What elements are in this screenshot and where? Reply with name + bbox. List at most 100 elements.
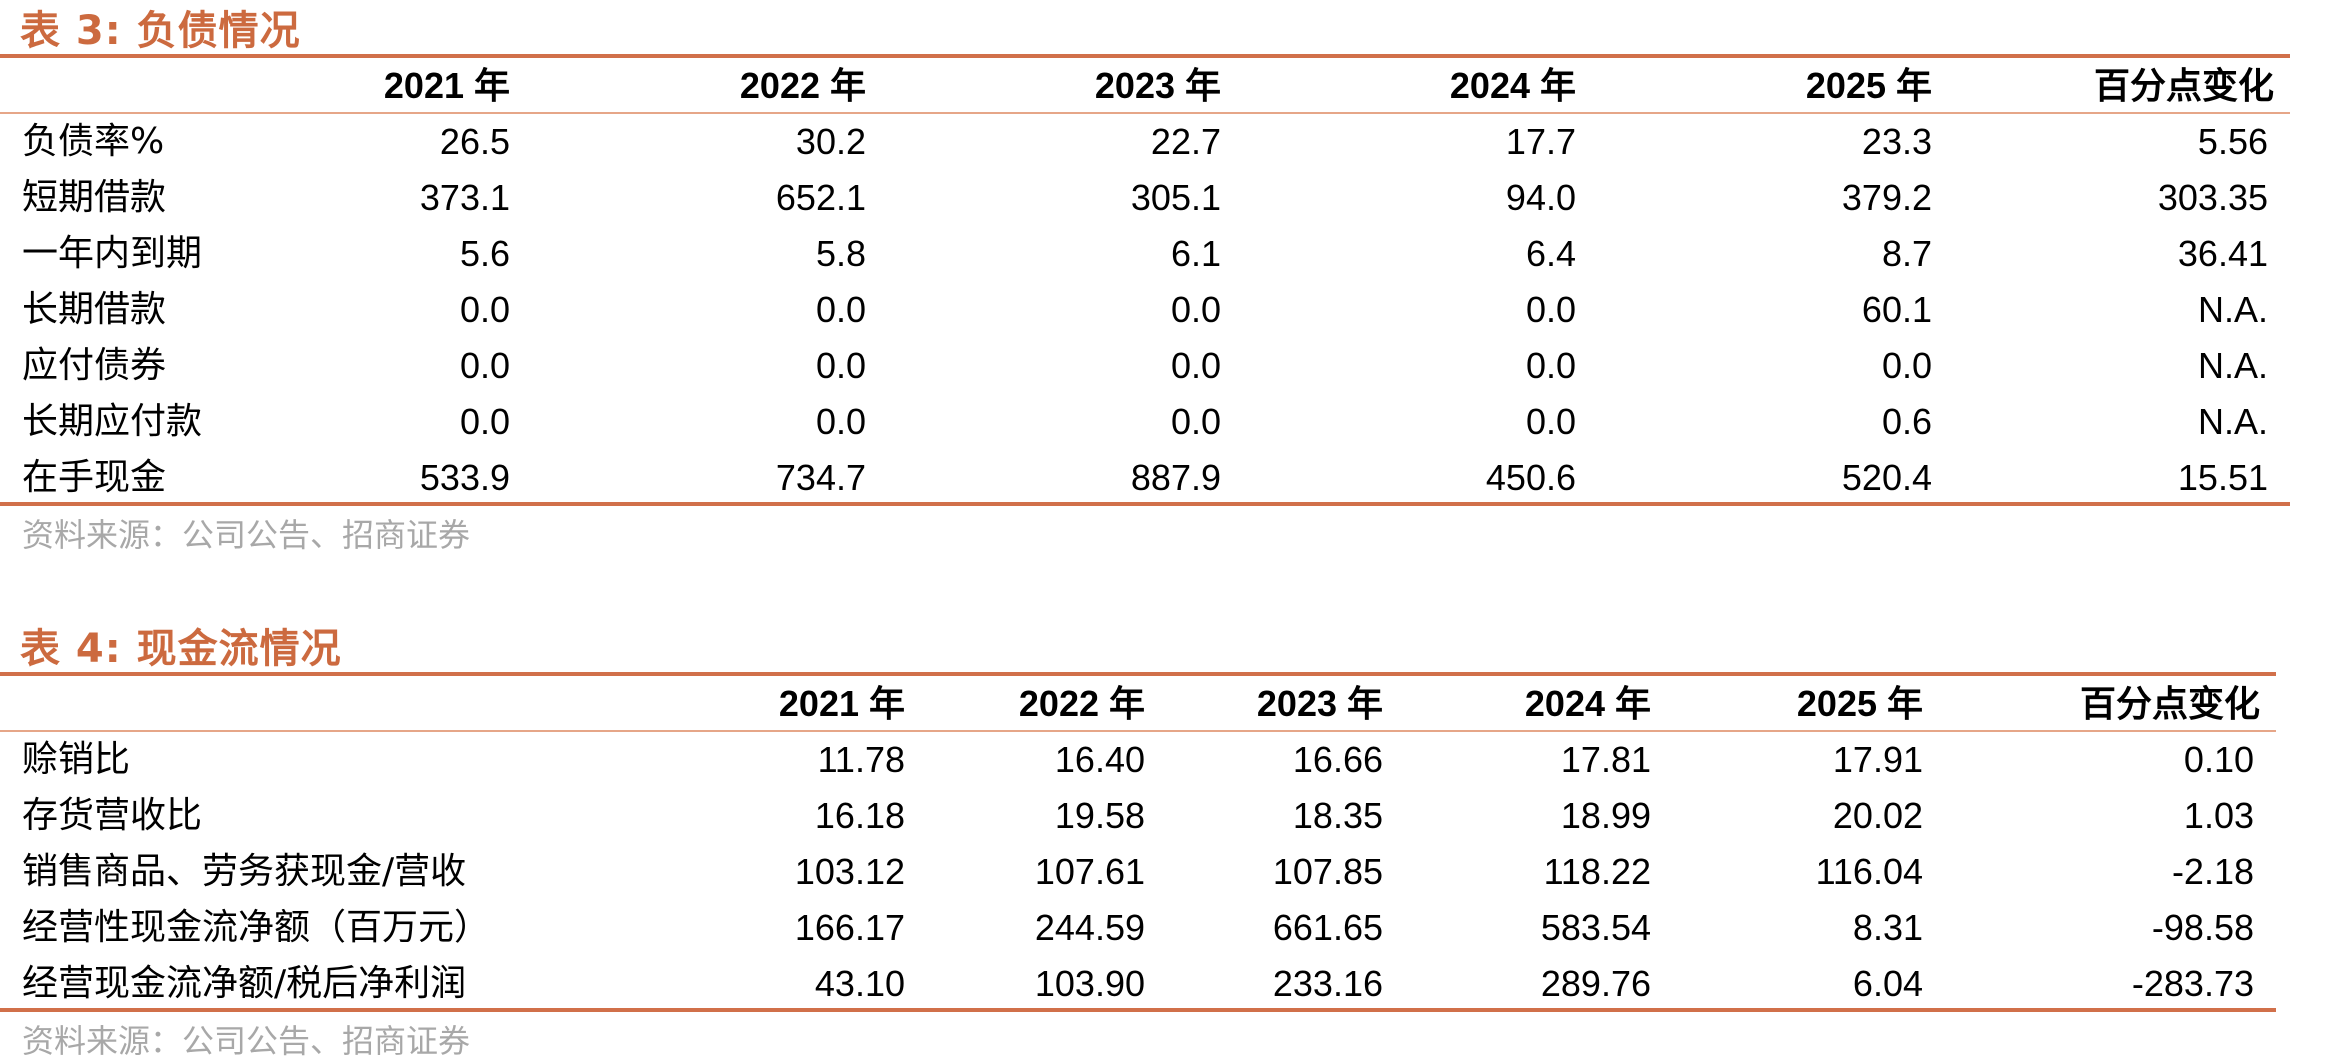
table-cell: 0.0 — [459, 401, 510, 442]
table-cell: 17.91 — [1832, 739, 1923, 780]
table-cell: 22.7 — [1150, 121, 1221, 162]
table-cell: 0.0 — [1170, 289, 1221, 330]
table-cell: 450.6 — [1485, 457, 1576, 498]
table-cell: 244.59 — [1034, 907, 1145, 948]
table-cell: 0.0 — [815, 289, 866, 330]
table4-title: 表 4: 现金流情况 — [20, 626, 342, 672]
table4-header-2022: 2022 年 — [1018, 683, 1145, 724]
table-cell: 36.41 — [2177, 233, 2268, 274]
table-cell: 289.76 — [1540, 963, 1651, 1004]
table-row: 经营性现金流净额（百万元） 166.17 244.59 661.65 583.54 8.3… — [0, 900, 2276, 956]
table-cell: 6.04 — [1852, 963, 1923, 1004]
table-cell: 8.31 — [1852, 907, 1923, 948]
table-row: 赊销比 11.78 16.40 16.66 17.81 17.91 0.10 — [0, 732, 2276, 788]
row-label: 销售商品、劳务获现金/营收 — [22, 851, 467, 892]
table4-bottom-rule — [0, 1008, 2276, 1012]
row-label: 经营性现金流净额（百万元） — [22, 907, 491, 948]
table-row: 一年内到期 5.6 5.8 6.1 6.4 8.7 36.41 — [0, 226, 2290, 282]
table4-header-2025: 2025 年 — [1796, 683, 1923, 724]
table3-header-rule — [0, 112, 2290, 114]
table-cell: 1.03 — [2183, 795, 2254, 836]
table-cell: -2.18 — [2171, 851, 2254, 892]
table-cell: 0.0 — [1170, 401, 1221, 442]
table-cell: 0.0 — [459, 289, 510, 330]
table-cell: 0.10 — [2183, 739, 2254, 780]
table-cell: 30.2 — [795, 121, 866, 162]
table4-header-row: 2021 年 2022 年 2023 年 2024 年 2025 年 百分点变化 — [0, 676, 2276, 732]
table4-header-rule — [0, 730, 2276, 732]
table-cell: 233.16 — [1272, 963, 1383, 1004]
table-cell: N.A. — [2197, 289, 2268, 330]
table-cell: 652.1 — [775, 177, 866, 218]
table-cell: 0.0 — [815, 345, 866, 386]
table3-source: 资料来源：公司公告、招商证券 — [22, 516, 471, 554]
table3-title: 表 3: 负债情况 — [20, 8, 301, 54]
table4-header-2021: 2021 年 — [778, 683, 905, 724]
table-cell: 0.0 — [1170, 345, 1221, 386]
table4-header-2023: 2023 年 — [1256, 683, 1383, 724]
table4-header-label — [0, 676, 560, 732]
row-label: 长期借款 — [22, 289, 167, 330]
table-cell: 8.7 — [1881, 233, 1932, 274]
table-row: 存货营收比 16.18 19.58 18.35 18.99 20.02 1.03 — [0, 788, 2276, 844]
row-label: 存货营收比 — [22, 795, 203, 836]
table-row: 应付债券 0.0 0.0 0.0 0.0 0.0 N.A. — [0, 338, 2290, 394]
table-cell: 19.58 — [1054, 795, 1145, 836]
table-cell: 26.5 — [439, 121, 510, 162]
table3-header-2022: 2022 年 — [739, 65, 866, 106]
table-cell: 107.85 — [1272, 851, 1383, 892]
table-cell: 6.4 — [1525, 233, 1576, 274]
table-cell: 734.7 — [775, 457, 866, 498]
table-cell: 5.56 — [2197, 121, 2268, 162]
table-cell: 887.9 — [1130, 457, 1221, 498]
table-cell: 43.10 — [814, 963, 905, 1004]
table-row: 长期借款 0.0 0.0 0.0 0.0 60.1 N.A. — [0, 282, 2290, 338]
table-cell: 0.0 — [1525, 401, 1576, 442]
table-cell: 107.61 — [1034, 851, 1145, 892]
table4: 2021 年 2022 年 2023 年 2024 年 2025 年 百分点变化… — [0, 676, 2276, 1012]
table3-header-2025: 2025 年 — [1805, 65, 1932, 106]
table3: 2021 年 2022 年 2023 年 2024 年 2025 年 百分点变化… — [0, 58, 2290, 506]
table3-header-label — [0, 58, 150, 114]
table-cell: 0.0 — [1525, 345, 1576, 386]
table4-top-rule — [0, 672, 2276, 676]
table4-header-change: 百分点变化 — [2079, 683, 2260, 724]
row-label: 经营现金流净额/税后净利润 — [22, 963, 467, 1004]
table-cell: 118.22 — [1543, 851, 1651, 892]
table-cell: 0.0 — [459, 345, 510, 386]
table-cell: 0.0 — [815, 401, 866, 442]
table-row: 销售商品、劳务获现金/营收 103.12 107.61 107.85 118.22 116… — [0, 844, 2276, 900]
table-cell: 116.04 — [1815, 851, 1923, 892]
table-cell: 5.8 — [815, 233, 866, 274]
table-cell: 0.6 — [1881, 401, 1932, 442]
table-cell: 103.90 — [1034, 963, 1145, 1004]
row-label: 在手现金 — [22, 457, 167, 498]
table-cell: 20.02 — [1832, 795, 1923, 836]
table-cell: 15.51 — [2177, 457, 2268, 498]
table-cell: 166.17 — [794, 907, 905, 948]
table-cell: N.A. — [2197, 345, 2268, 386]
row-label: 应付债券 — [22, 345, 167, 386]
table-cell: 5.6 — [459, 233, 510, 274]
row-label: 一年内到期 — [22, 233, 203, 274]
row-label: 长期应付款 — [22, 401, 203, 442]
table3-header-change: 百分点变化 — [2093, 65, 2274, 106]
table-cell: 16.18 — [814, 795, 905, 836]
row-label: 赊销比 — [22, 739, 131, 780]
table3-top-rule — [0, 54, 2290, 58]
table-cell: 18.35 — [1292, 795, 1383, 836]
table4-header-2024: 2024 年 — [1524, 683, 1651, 724]
table-cell: N.A. — [2197, 401, 2268, 442]
table-cell: 373.1 — [419, 177, 510, 218]
table-row: 短期借款 373.1 652.1 305.1 94.0 379.2 303.35 — [0, 170, 2290, 226]
table-cell: 520.4 — [1841, 457, 1932, 498]
table3-bottom-rule — [0, 502, 2290, 506]
table-cell: 11.78 — [817, 739, 905, 780]
table3-header-2021: 2021 年 — [383, 65, 510, 106]
table-row: 在手现金 533.9 734.7 887.9 450.6 520.4 15.51 — [0, 450, 2290, 506]
table-cell: 661.65 — [1272, 907, 1383, 948]
table-cell: 305.1 — [1130, 177, 1221, 218]
row-label: 短期借款 — [22, 177, 167, 218]
table3-header-row: 2021 年 2022 年 2023 年 2024 年 2025 年 百分点变化 — [0, 58, 2290, 114]
table-cell: 16.40 — [1054, 739, 1145, 780]
